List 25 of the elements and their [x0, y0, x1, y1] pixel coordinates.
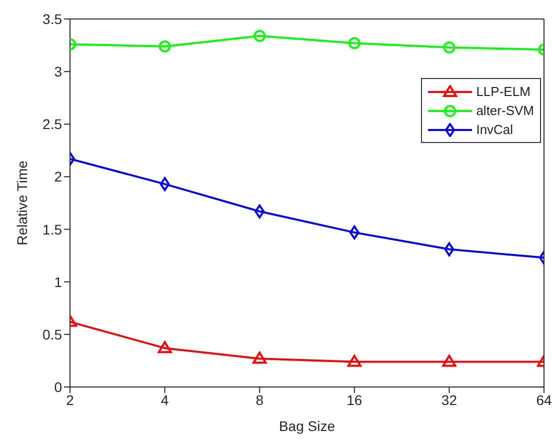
- legend-label: InvCal: [476, 122, 514, 137]
- y-tick-label: 2.5: [42, 116, 62, 132]
- point: [254, 204, 265, 218]
- y-tick-label: 1: [54, 274, 62, 290]
- legend-label: LLP-ELM: [476, 84, 530, 99]
- legend-label: alter-SVM: [476, 103, 534, 118]
- x-tick-label: 2: [66, 392, 74, 408]
- y-tick-label: 0.5: [42, 326, 62, 342]
- y-tick-label: 2: [54, 168, 62, 185]
- point: [252, 352, 267, 364]
- point: [254, 30, 266, 42]
- point: [347, 354, 362, 367]
- point: [348, 37, 360, 50]
- y-tick-label: 0: [54, 378, 62, 395]
- x-tick-label: 16: [346, 392, 362, 408]
- x-tick-label: 64: [536, 392, 552, 408]
- y-axis-title: Relative Time: [14, 160, 30, 246]
- y-tick-label: 1.5: [42, 221, 62, 238]
- y-tick-label: 3: [54, 64, 62, 80]
- x-tick-label: 4: [160, 392, 169, 408]
- point: [349, 225, 360, 240]
- x-axis-title: Bag Size: [278, 418, 336, 434]
- x-tick-label: 32: [441, 392, 458, 408]
- x-tick-label: 8: [256, 392, 264, 408]
- y-tick-label: 3.5: [42, 10, 62, 27]
